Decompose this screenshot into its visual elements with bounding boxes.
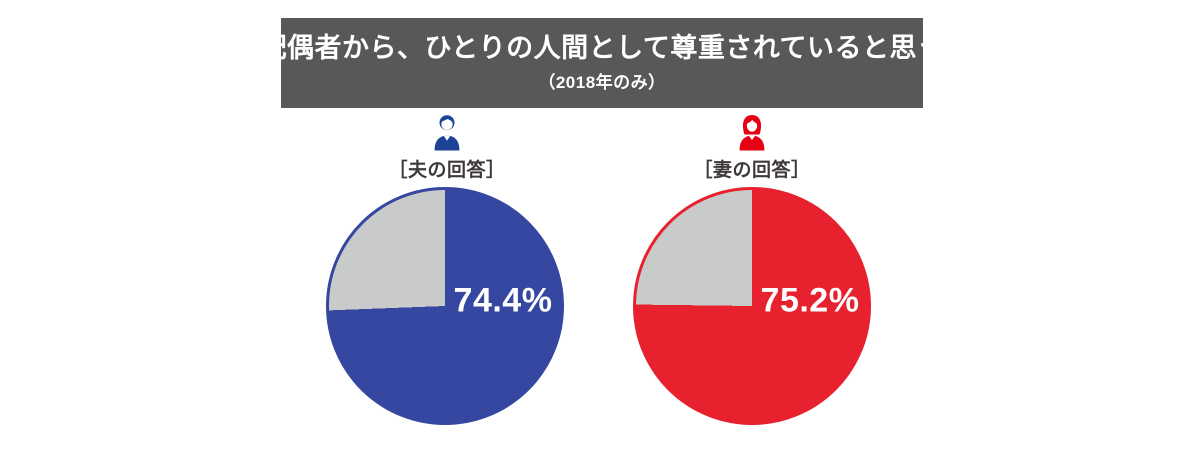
husband-value-label: 74.4% <box>453 281 553 320</box>
chart-subtitle: （2018年のみ） <box>538 72 666 92</box>
husband-label: ［夫の回答］ <box>388 160 506 181</box>
wife-label: ［妻の回答］ <box>693 160 811 181</box>
chart-title: 配偶者から、ひとりの人間として尊重されていると思う <box>259 33 945 64</box>
female-avatar-icon <box>739 114 765 151</box>
wife-pie: 75.2% <box>633 187 871 425</box>
husband-pie: 74.4% <box>326 187 564 425</box>
wife-value-label: 75.2% <box>760 281 860 320</box>
husband-caption: ［夫の回答］ <box>388 113 505 182</box>
wife-caption: ［妻の回答］ <box>693 113 810 182</box>
title-banner: 配偶者から、ひとりの人間として尊重されていると思う （2018年のみ） <box>259 18 944 108</box>
male-avatar-icon <box>434 115 460 151</box>
